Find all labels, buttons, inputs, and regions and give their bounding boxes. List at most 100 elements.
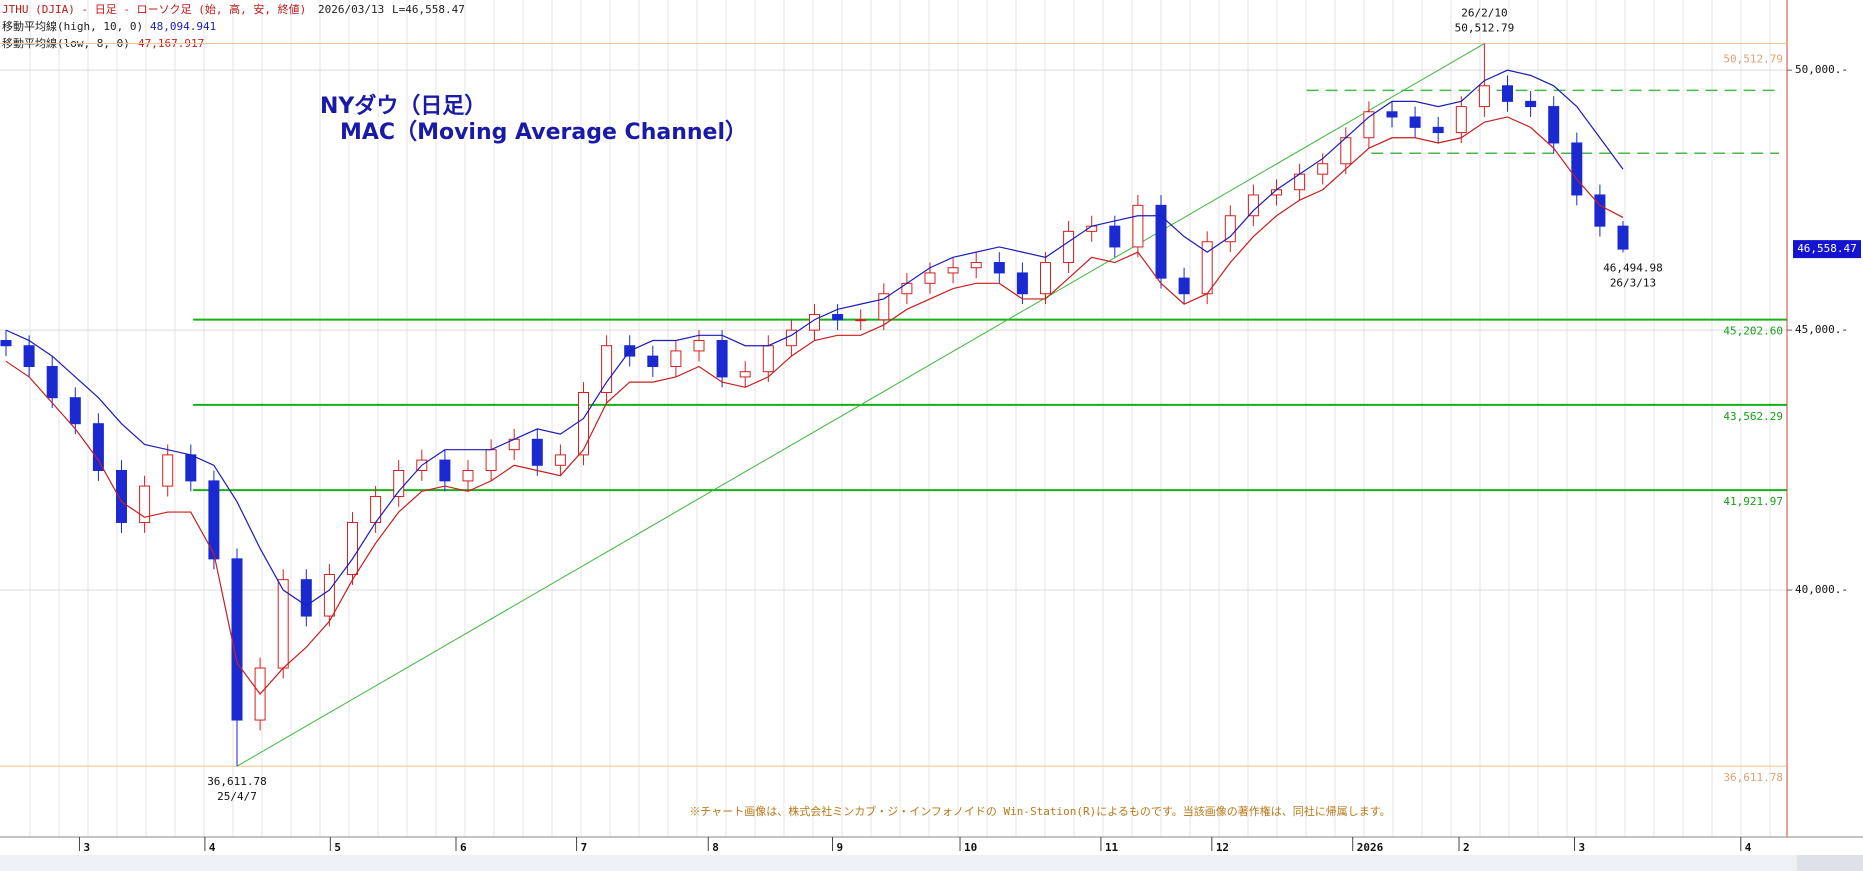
candle-body <box>1432 126 1444 134</box>
candle-body <box>924 272 936 284</box>
candle-body <box>1594 194 1606 227</box>
candle-body <box>46 366 58 399</box>
last-price-label: 46,558.47 <box>1797 242 1857 255</box>
candle-body <box>1571 142 1583 196</box>
candle-body <box>1224 215 1236 243</box>
candle-body <box>1502 85 1513 102</box>
x-tick-label: 6 <box>460 841 467 854</box>
candle-body <box>993 262 1005 274</box>
annotation: 26/3/13 <box>1610 276 1656 289</box>
level-label: 43,562.29 <box>1723 410 1783 423</box>
candle-body <box>1478 85 1490 108</box>
level-label: 45,202.60 <box>1723 325 1783 338</box>
level-label: 41,921.97 <box>1723 495 1783 508</box>
annotation: 26/2/10 <box>1461 7 1507 20</box>
candle-body <box>901 282 913 295</box>
header: JTHU (DJIA) - 日足 - ローソク足 (始, 高, 安, 終値) <box>2 2 306 16</box>
annotation: 36,611.78 <box>207 775 267 788</box>
header-date: 2026/03/13 <box>318 3 384 16</box>
chart-title: NYダウ（日足） <box>320 93 486 119</box>
legend-label: 移動平均線(low, 8, 0) <box>2 36 130 50</box>
candle-body <box>300 579 312 617</box>
candle-body <box>809 314 820 331</box>
candle-body <box>1386 111 1398 118</box>
candle-body <box>162 454 174 487</box>
x-tick-label: 3 <box>83 841 90 854</box>
x-tick-label: 11 <box>1105 841 1119 854</box>
level-label: 50,512.79 <box>1723 53 1783 66</box>
level-label: 36,611.78 <box>1723 771 1783 784</box>
candle-body <box>485 449 497 471</box>
candle-body <box>1247 194 1259 217</box>
candle-body <box>1109 225 1121 248</box>
legend-value: 48,094.941 <box>150 20 216 33</box>
candle-body <box>323 573 335 617</box>
candle-body <box>1409 116 1421 128</box>
y-tick-label: 45,000.- <box>1795 323 1848 336</box>
candle-body <box>0 340 12 347</box>
candle-body <box>1063 230 1075 264</box>
candle-body <box>1363 111 1375 139</box>
candle-body <box>554 454 566 466</box>
trend-line <box>236 43 1485 767</box>
candle-body <box>92 423 104 471</box>
candle-body <box>1455 106 1467 134</box>
last-price-box <box>1793 240 1861 259</box>
candle-body <box>578 392 589 456</box>
candle-body <box>231 558 243 721</box>
x-tick-label: 2026 <box>1357 841 1384 854</box>
candle-body <box>1040 262 1051 295</box>
x-tick-label: 4 <box>1745 841 1752 854</box>
x-tick-label: 2 <box>1463 841 1470 854</box>
candle-body <box>393 469 405 497</box>
candle-body <box>1617 225 1629 250</box>
ma-line <box>5 69 1624 607</box>
chart-subtitle: MAC（Moving Average Channel） <box>340 120 747 145</box>
annotation: 25/4/7 <box>217 790 257 803</box>
x-tick-label: 12 <box>1216 841 1229 854</box>
candle-body <box>601 345 613 394</box>
candle-body <box>139 485 151 523</box>
x-tick-label: 4 <box>209 841 216 854</box>
footnote: ※チャート画像は、株式会社ミンカブ・ジ・インフォノイドの Win-Station… <box>689 804 1390 818</box>
candle-body <box>832 314 844 321</box>
x-tick-label: 9 <box>837 841 844 854</box>
scroll-buttons <box>1797 855 1863 871</box>
candle-body <box>878 293 890 321</box>
candle-body <box>647 355 659 368</box>
x-tick-label: 7 <box>581 841 588 854</box>
candle-body <box>739 371 751 378</box>
candle-body <box>693 340 705 352</box>
candle-body <box>69 397 81 425</box>
x-tick-label: 8 <box>712 841 719 854</box>
candle-body <box>1317 163 1329 175</box>
candle-body <box>185 454 197 482</box>
legend-label: 移動平均線(high, 10, 0) <box>2 19 143 33</box>
candle-body <box>531 438 543 466</box>
candle-body <box>1178 277 1190 295</box>
candle-body <box>439 459 451 482</box>
x-tick-label: 3 <box>1578 841 1585 854</box>
candle-body <box>670 350 682 368</box>
candle-body <box>1016 272 1028 295</box>
x-tick-label: 10 <box>964 841 977 854</box>
annotation: 46,494.98 <box>1603 261 1663 274</box>
x-tick-label: 5 <box>334 841 341 854</box>
y-tick-label: 50,000.- <box>1795 63 1848 76</box>
candle-body <box>1132 204 1144 248</box>
candle-body <box>347 521 358 575</box>
candle-body <box>970 262 982 269</box>
candle-body <box>762 345 774 373</box>
ma-line <box>5 116 1624 695</box>
candle-body <box>23 345 35 368</box>
candle-body <box>855 319 867 322</box>
candle-body <box>1155 204 1167 279</box>
header-last: L=46,558.47 <box>392 3 465 16</box>
scrollbar <box>0 855 1863 871</box>
candle-body <box>116 469 127 523</box>
candle-body <box>1525 100 1537 108</box>
candle-body <box>462 469 474 482</box>
